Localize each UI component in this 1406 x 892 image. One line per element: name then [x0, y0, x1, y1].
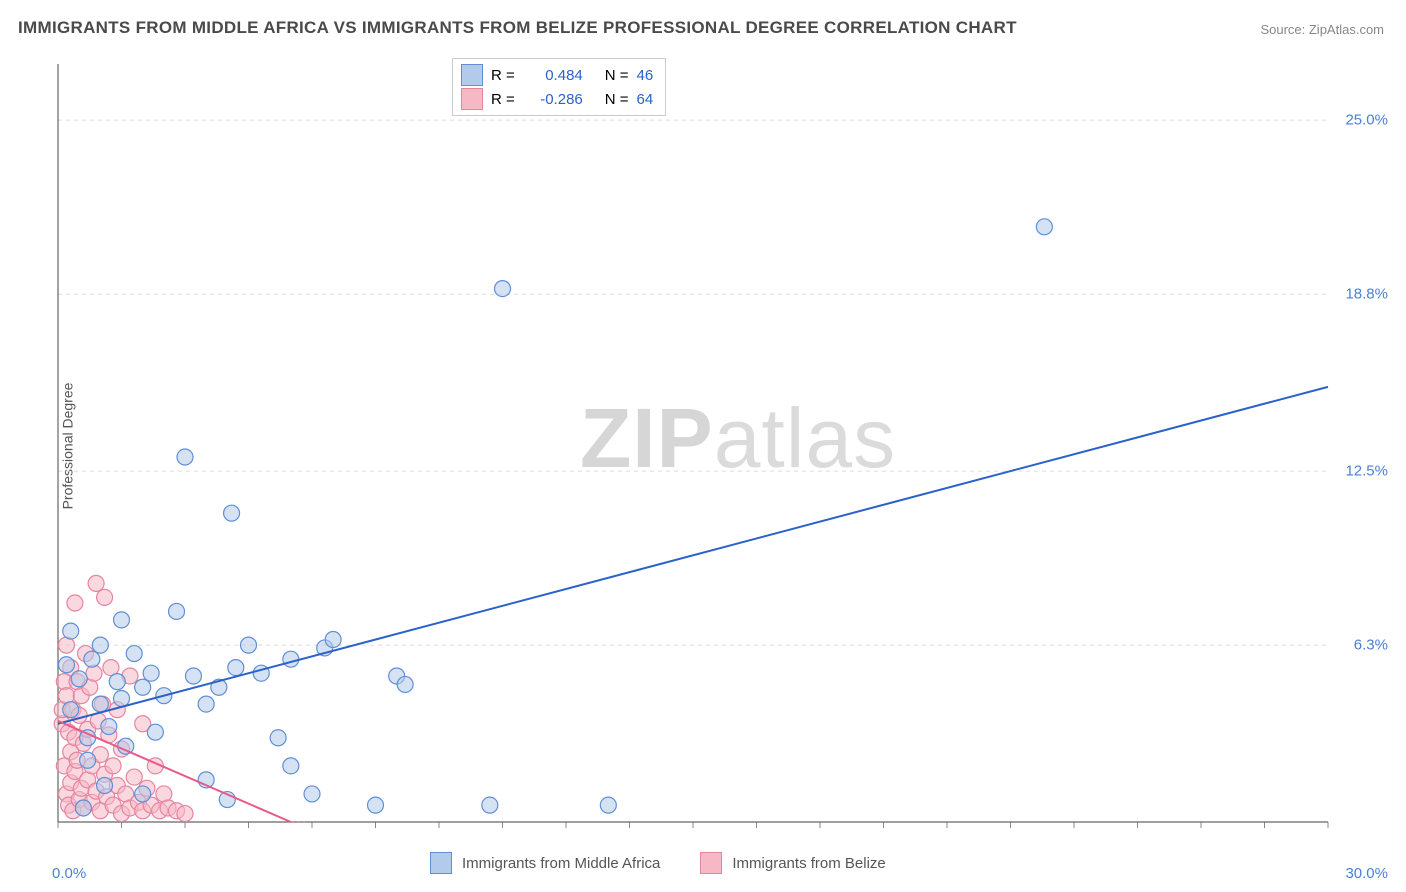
r-value-blue: 0.484 — [523, 67, 583, 84]
legend-label-pink: Immigrants from Belize — [732, 855, 885, 872]
n-value-pink: 64 — [637, 91, 654, 108]
swatch-pink — [461, 88, 483, 110]
swatch-blue-icon — [430, 852, 452, 874]
r-label: R = — [491, 91, 515, 108]
y-tick-label: 12.5% — [1345, 463, 1388, 480]
chart-title: IMMIGRANTS FROM MIDDLE AFRICA VS IMMIGRA… — [18, 18, 1017, 38]
chart-svg — [52, 58, 1388, 850]
y-tick-label: 18.8% — [1345, 286, 1388, 303]
source-label: Source: ZipAtlas.com — [1260, 22, 1384, 37]
x-axis-min-label: 0.0% — [52, 865, 86, 882]
legend-label-blue: Immigrants from Middle Africa — [462, 855, 660, 872]
y-tick-label: 6.3% — [1354, 637, 1388, 654]
legend-item-blue: Immigrants from Middle Africa — [430, 852, 660, 874]
n-label: N = — [605, 91, 629, 108]
y-tick-label: 25.0% — [1345, 112, 1388, 129]
r-value-pink: -0.286 — [523, 91, 583, 108]
chart-plot-area — [52, 58, 1388, 850]
legend-series: Immigrants from Middle Africa Immigrants… — [430, 852, 886, 874]
legend-stats-box: R = 0.484 N = 46 R = -0.286 N = 64 — [452, 58, 666, 116]
legend-stats-row-pink: R = -0.286 N = 64 — [461, 87, 653, 111]
n-label: N = — [605, 67, 629, 84]
legend-item-pink: Immigrants from Belize — [700, 852, 885, 874]
n-value-blue: 46 — [637, 67, 654, 84]
swatch-blue — [461, 64, 483, 86]
legend-stats-row-blue: R = 0.484 N = 46 — [461, 63, 653, 87]
x-axis-max-label: 30.0% — [1345, 865, 1388, 882]
swatch-pink-icon — [700, 852, 722, 874]
r-label: R = — [491, 67, 515, 84]
